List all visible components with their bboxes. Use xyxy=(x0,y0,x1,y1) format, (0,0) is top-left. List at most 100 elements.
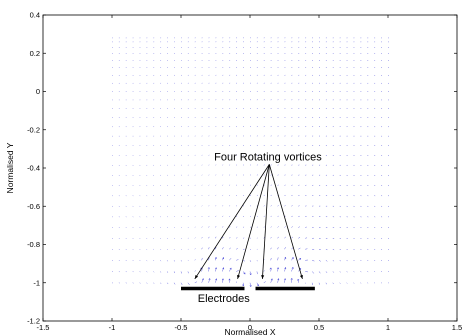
vector-arrow xyxy=(256,260,258,262)
vector-arrow xyxy=(242,215,245,217)
vector-arrowhead xyxy=(284,267,287,270)
vector-arrow xyxy=(236,215,238,217)
annotation-arrowhead xyxy=(194,274,199,279)
vector-arrow xyxy=(236,184,238,186)
vector-arrowhead xyxy=(222,267,225,270)
vector-arrow xyxy=(277,257,279,261)
vector-arrow xyxy=(194,281,198,283)
vector-arrow xyxy=(194,237,196,239)
vector-arrow xyxy=(346,271,348,273)
vector-arrow xyxy=(360,271,362,273)
vector-arrow xyxy=(346,249,348,250)
vector-arrow xyxy=(263,270,265,272)
vector-arrow xyxy=(263,281,266,283)
vector-arrow xyxy=(284,205,286,207)
vector-arrow xyxy=(201,226,203,228)
vector-arrow xyxy=(201,267,203,272)
vector-arrow xyxy=(249,205,251,207)
vector-arrow xyxy=(270,226,272,228)
vector-arrowhead xyxy=(243,272,246,275)
vector-arrow xyxy=(222,278,224,283)
vector-arrow xyxy=(263,205,265,207)
vector-arrowhead xyxy=(284,278,286,281)
vector-arrow xyxy=(173,260,175,262)
vector-arrow xyxy=(325,271,328,274)
vector-arrow xyxy=(263,226,265,228)
vector-arrow xyxy=(229,184,231,186)
vector-arrow xyxy=(270,278,273,283)
vector-arrow xyxy=(249,184,251,186)
vector-arrowhead xyxy=(208,278,211,281)
vector-arrow xyxy=(242,226,245,228)
vector-arrow xyxy=(298,226,300,228)
vector-arrowhead xyxy=(221,278,224,281)
vector-arrow xyxy=(229,226,231,228)
vector-arrow xyxy=(305,282,306,284)
vector-arrow xyxy=(256,282,259,286)
vector-arrow xyxy=(201,278,204,283)
vector-arrowhead xyxy=(270,278,273,281)
vector-arrow xyxy=(153,249,155,250)
vector-arrow xyxy=(256,194,258,196)
vector-arrow xyxy=(332,271,334,273)
vector-arrow xyxy=(229,247,231,250)
vector-arrow xyxy=(222,236,224,239)
annotation-arrow xyxy=(194,164,270,280)
vector-arrow xyxy=(270,215,272,217)
vector-arrow xyxy=(277,247,279,250)
x-tick-label: 1.5 xyxy=(452,323,462,332)
vector-arrow xyxy=(284,267,286,272)
annotation-arrowhead xyxy=(237,274,241,279)
vector-arrow xyxy=(263,184,265,186)
vector-arrow xyxy=(291,247,294,250)
vector-arrowhead xyxy=(284,257,287,259)
vector-arrow xyxy=(194,270,196,272)
vector-arrow xyxy=(215,236,217,239)
vector-arrow xyxy=(208,257,210,261)
vector-arrow xyxy=(339,271,341,273)
vector-arrow xyxy=(291,205,293,207)
vector-arrow xyxy=(277,236,279,239)
vector-arrow xyxy=(222,226,224,228)
vector-arrow xyxy=(222,247,224,250)
vector-arrow xyxy=(139,260,141,262)
vector-arrow xyxy=(236,270,239,272)
vector-arrowhead xyxy=(207,267,210,269)
vector-arrow xyxy=(139,271,141,273)
vector-arrow xyxy=(236,194,238,196)
vector-arrowhead xyxy=(291,257,294,260)
x-tick-label: -1 xyxy=(109,323,116,332)
vector-arrow xyxy=(146,271,148,273)
vector-arrow xyxy=(160,260,162,262)
vector-arrow xyxy=(270,184,272,186)
axes-box xyxy=(42,14,458,322)
vector-arrow xyxy=(236,226,238,228)
vector-arrow xyxy=(222,194,224,196)
annotation-arrowhead xyxy=(261,275,265,279)
vector-arrow xyxy=(311,271,315,274)
vector-arrow xyxy=(166,260,169,262)
vector-arrow xyxy=(339,249,342,251)
vector-arrow xyxy=(187,260,189,261)
vector-arrow xyxy=(249,271,252,276)
vector-arrowhead xyxy=(299,258,302,260)
vector-arrow xyxy=(229,215,231,217)
vector-arrow xyxy=(180,282,183,286)
vector-arrow xyxy=(277,205,279,207)
vector-arrowhead xyxy=(201,278,204,281)
vector-arrow xyxy=(201,237,203,239)
axis-ticks: -1.5 -1 -0.5 0 0.5 1 1.5 0.4 0.2 0 -0.2 -0.4 -0.6 -0.… xyxy=(27,11,462,333)
vector-arrow xyxy=(325,260,328,262)
vector-arrowhead xyxy=(297,279,300,281)
vector-arrow xyxy=(298,258,302,261)
vector-arrow xyxy=(153,282,155,284)
vector-arrow xyxy=(256,184,258,186)
vector-arrow xyxy=(291,267,294,272)
vector-arrow xyxy=(256,226,258,228)
vector-arrow xyxy=(208,278,210,283)
x-axis-label: Normalised X xyxy=(224,327,275,336)
vector-arrow xyxy=(235,281,238,283)
x-tick-label: 0.5 xyxy=(314,323,324,332)
vector-arrow xyxy=(332,260,335,262)
vector-arrowhead xyxy=(222,257,225,260)
